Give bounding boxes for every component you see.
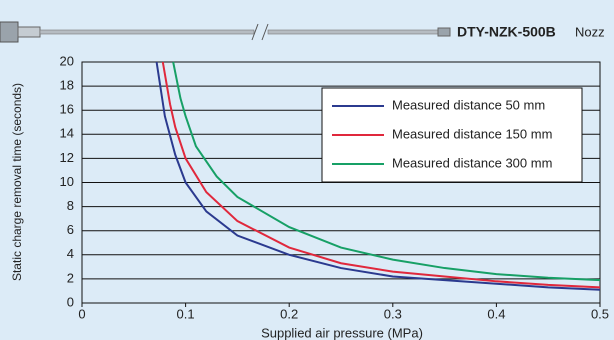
x-tick-label: 0.5 xyxy=(591,306,609,321)
model-name: DTY-NZK-500B xyxy=(457,24,556,40)
y-tick-label: 6 xyxy=(67,222,74,237)
line-series xyxy=(172,61,601,282)
legend-label: Measured distance 300 mm xyxy=(392,155,552,170)
model-word: Nozz xyxy=(575,24,605,39)
y-tick-label: 20 xyxy=(60,53,74,68)
y-axis-label: Static charge removal time (seconds) xyxy=(10,83,24,281)
y-tick-label: 4 xyxy=(67,246,74,261)
x-tick-label: 0.4 xyxy=(487,306,505,321)
y-tick-label: 8 xyxy=(67,198,74,213)
line-series xyxy=(155,61,601,291)
line-series xyxy=(161,61,601,289)
x-tick-label: 0 xyxy=(78,306,85,321)
y-tick-label: 2 xyxy=(67,270,74,285)
x-axis-label: Supplied air pressure (MPa) xyxy=(261,325,423,340)
y-tick-label: 0 xyxy=(67,294,74,309)
x-tick-label: 0.1 xyxy=(177,306,195,321)
y-tick-label: 16 xyxy=(60,102,74,117)
y-tick-label: 10 xyxy=(60,174,74,189)
y-tick-label: 18 xyxy=(60,78,74,93)
nozzle-drawing xyxy=(0,21,451,43)
x-tick-label: 0.2 xyxy=(280,306,298,321)
y-tick-label: 12 xyxy=(60,150,74,165)
legend-label: Measured distance 50 mm xyxy=(392,97,545,112)
y-tick-label: 14 xyxy=(60,126,74,141)
legend-label: Measured distance 150 mm xyxy=(392,126,552,141)
x-tick-label: 0.3 xyxy=(384,306,402,321)
